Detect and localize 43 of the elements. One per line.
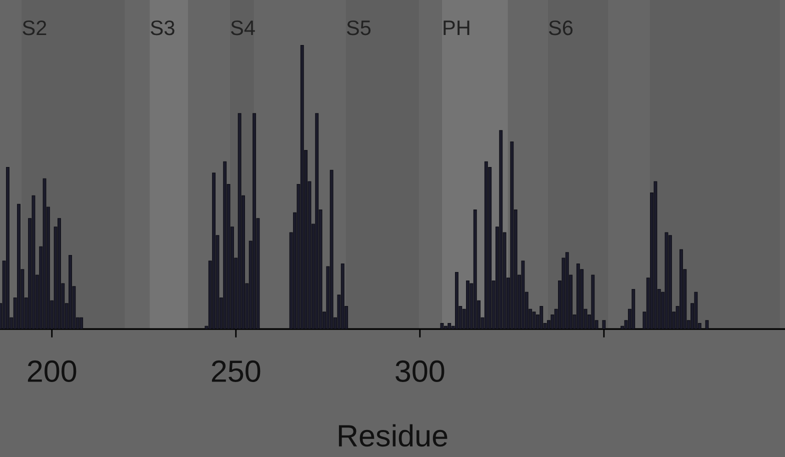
bar	[473, 210, 477, 330]
band-label: S6	[548, 20, 573, 36]
bar	[510, 141, 514, 330]
bar	[679, 249, 683, 330]
x-tick-label: 200	[28, 360, 76, 382]
bar	[540, 306, 544, 330]
bar	[340, 263, 344, 330]
bar	[212, 172, 216, 330]
band-label: S2	[22, 20, 46, 36]
band-label: S5	[346, 20, 371, 36]
bar	[80, 317, 84, 330]
bar	[42, 178, 46, 330]
bar	[694, 292, 698, 330]
bar	[521, 260, 525, 330]
x-axis-title: Residue	[338, 424, 448, 447]
bar	[576, 263, 580, 330]
bar	[58, 218, 61, 330]
bar	[448, 323, 452, 330]
bar	[223, 161, 227, 330]
bar	[654, 181, 658, 330]
bar	[632, 288, 636, 330]
bar	[466, 280, 470, 330]
bar	[17, 204, 20, 330]
bar	[454, 272, 458, 330]
bar	[591, 274, 595, 330]
bar	[330, 170, 334, 330]
bar	[668, 235, 672, 330]
bar	[499, 130, 503, 330]
bar	[565, 252, 569, 330]
x-tick-label: 300	[396, 360, 444, 382]
bar	[68, 254, 72, 330]
bar	[602, 320, 606, 330]
bar	[315, 113, 319, 330]
band-label: S3	[150, 20, 174, 36]
bar	[444, 326, 448, 330]
bar	[238, 113, 242, 330]
x-tick-label: 250	[212, 360, 260, 382]
bar	[484, 161, 488, 330]
bar	[300, 45, 304, 330]
band-label: PH	[444, 20, 470, 35]
band-label: S4	[230, 20, 255, 36]
bar	[6, 167, 10, 330]
bar	[252, 113, 256, 330]
